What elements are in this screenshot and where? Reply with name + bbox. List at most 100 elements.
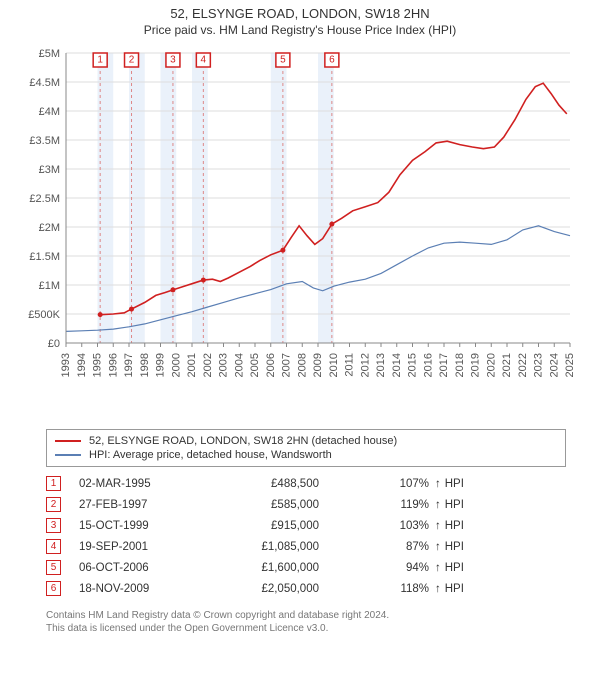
x-tick-label: 2016	[422, 353, 434, 377]
transaction-price: £1,085,000	[209, 541, 359, 553]
x-tick-label: 2006	[265, 353, 277, 377]
sale-dot	[329, 222, 334, 227]
transaction-date: 18-NOV-2009	[79, 583, 209, 595]
transaction-marker: 6	[46, 581, 61, 596]
transaction-marker: 3	[46, 518, 61, 533]
y-tick-label: £5M	[39, 48, 60, 60]
title-subtitle: Price paid vs. HM Land Registry's House …	[0, 23, 600, 37]
transaction-row: 1 02-MAR-1995£488,500107%↑HPI	[46, 473, 566, 494]
transaction-pct: 107%	[359, 478, 429, 490]
y-tick-label: £3.5M	[29, 135, 60, 147]
chart-svg: £0£500K£1M£1.5M£2M£2.5M£3M£3.5M£4M£4.5M£…	[20, 43, 580, 423]
x-tick-label: 2002	[202, 353, 214, 377]
x-tick-label: 2009	[312, 353, 324, 377]
y-tick-label: £1M	[39, 280, 60, 292]
x-tick-label: 1998	[139, 353, 151, 377]
up-arrow-icon: ↑	[429, 499, 445, 511]
legend: 52, ELSYNGE ROAD, LONDON, SW18 2HN (deta…	[46, 429, 566, 467]
transaction-price: £585,000	[209, 499, 359, 511]
x-tick-label: 2025	[564, 353, 576, 377]
up-arrow-icon: ↑	[429, 583, 445, 595]
y-tick-label: £2.5M	[29, 193, 60, 205]
event-marker-number: 4	[201, 55, 207, 66]
event-marker-number: 3	[170, 55, 176, 66]
transaction-hpi-label: HPI	[445, 562, 464, 574]
x-tick-label: 2004	[233, 353, 245, 377]
legend-swatch	[55, 440, 81, 442]
event-marker-number: 2	[129, 55, 135, 66]
y-tick-label: £2M	[39, 222, 60, 234]
x-tick-label: 2007	[281, 353, 293, 377]
x-tick-label: 2014	[391, 353, 403, 377]
transaction-date: 27-FEB-1997	[79, 499, 209, 511]
transaction-row: 618-NOV-2009£2,050,000118%↑HPI	[46, 578, 566, 599]
x-tick-label: 2018	[454, 353, 466, 377]
footer: Contains HM Land Registry data © Crown c…	[46, 609, 580, 635]
sale-dot	[201, 278, 206, 283]
sale-dot	[129, 307, 134, 312]
legend-swatch	[55, 454, 81, 456]
transaction-date: 02-MAR-1995	[79, 478, 209, 490]
transaction-pct: 94%	[359, 562, 429, 574]
x-tick-label: 2003	[218, 353, 230, 377]
sale-dot	[170, 287, 175, 292]
x-tick-label: 2000	[170, 353, 182, 377]
y-tick-label: £3M	[39, 164, 60, 176]
transaction-price: £915,000	[209, 520, 359, 532]
y-tick-label: £4M	[39, 106, 60, 118]
x-tick-label: 2023	[533, 353, 545, 377]
footer-line-2: This data is licensed under the Open Gov…	[46, 622, 580, 635]
transaction-hpi-label: HPI	[445, 541, 464, 553]
event-marker-number: 5	[280, 55, 286, 66]
x-tick-label: 1996	[107, 353, 119, 377]
transaction-hpi-label: HPI	[445, 478, 464, 490]
transaction-pct: 119%	[359, 499, 429, 511]
page: 52, ELSYNGE ROAD, LONDON, SW18 2HN Price…	[0, 0, 600, 635]
x-tick-label: 2015	[407, 353, 419, 377]
transaction-price: £488,500	[209, 478, 359, 490]
transaction-date: 15-OCT-1999	[79, 520, 209, 532]
x-tick-label: 2010	[328, 353, 340, 377]
x-tick-label: 2011	[344, 353, 356, 377]
transaction-price: £2,050,000	[209, 583, 359, 595]
x-tick-label: 2005	[249, 353, 261, 377]
x-tick-label: 2017	[438, 353, 450, 377]
x-tick-label: 1994	[76, 353, 88, 377]
chart-titles: 52, ELSYNGE ROAD, LONDON, SW18 2HN Price…	[0, 0, 600, 39]
x-tick-label: 2012	[359, 353, 371, 377]
transaction-row: 5 06-OCT-2006£1,600,00094%↑HPI	[46, 557, 566, 578]
up-arrow-icon: ↑	[429, 478, 445, 490]
x-tick-label: 2020	[485, 353, 497, 377]
transaction-date: 06-OCT-2006	[79, 562, 209, 574]
transaction-hpi-label: HPI	[445, 520, 464, 532]
transaction-row: 2 27-FEB-1997£585,000119%↑HPI	[46, 494, 566, 515]
transaction-marker: 1	[46, 476, 61, 491]
y-tick-label: £500K	[28, 309, 60, 321]
legend-row: 52, ELSYNGE ROAD, LONDON, SW18 2HN (deta…	[55, 434, 557, 448]
x-tick-label: 1999	[155, 353, 167, 377]
transaction-pct: 87%	[359, 541, 429, 553]
x-tick-label: 2024	[548, 353, 560, 377]
transaction-row: 3 15-OCT-1999£915,000103%↑HPI	[46, 515, 566, 536]
transaction-price: £1,600,000	[209, 562, 359, 574]
transaction-marker: 5	[46, 560, 61, 575]
title-address: 52, ELSYNGE ROAD, LONDON, SW18 2HN	[0, 6, 600, 21]
transaction-pct: 103%	[359, 520, 429, 532]
sale-dot	[280, 248, 285, 253]
y-tick-label: £1.5M	[29, 251, 60, 263]
legend-label: 52, ELSYNGE ROAD, LONDON, SW18 2HN (deta…	[89, 435, 397, 447]
x-tick-label: 1997	[123, 353, 135, 377]
transaction-marker: 2	[46, 497, 61, 512]
legend-row: HPI: Average price, detached house, Wand…	[55, 448, 557, 462]
transaction-marker: 4	[46, 539, 61, 554]
transactions-table: 102-MAR-1995£488,500107%↑HPI227-FEB-1997…	[46, 473, 566, 599]
event-marker-number: 1	[97, 55, 103, 66]
transaction-hpi-label: HPI	[445, 499, 464, 511]
up-arrow-icon: ↑	[429, 562, 445, 574]
y-tick-label: £0	[48, 338, 60, 350]
up-arrow-icon: ↑	[429, 520, 445, 532]
transaction-row: 419-SEP-2001£1,085,00087%↑HPI	[46, 536, 566, 557]
footer-line-1: Contains HM Land Registry data © Crown c…	[46, 609, 580, 622]
x-tick-label: 1995	[92, 353, 104, 377]
sale-dot	[98, 312, 103, 317]
